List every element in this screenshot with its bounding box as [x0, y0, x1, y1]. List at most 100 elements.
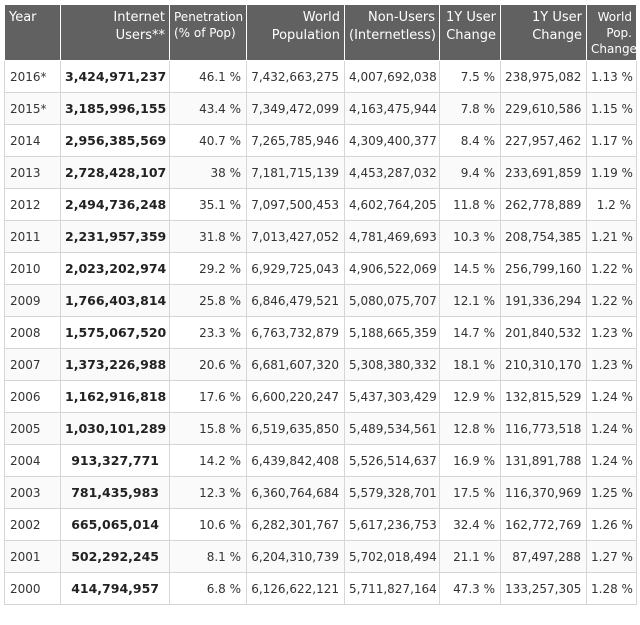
- cell-world-population: 6,519,635,850: [246, 412, 345, 445]
- cell-penetration: 40.7 %: [169, 124, 247, 157]
- cell-user-change: 201,840,532: [500, 316, 587, 349]
- cell-user-change: 191,336,294: [500, 284, 587, 317]
- cell-non-users: 4,781,469,693: [344, 220, 440, 253]
- cell-year: 2008: [4, 316, 61, 349]
- header-user-change-line2: Change: [532, 28, 582, 43]
- header-row: Year Internet Users** Penetration (% of Po…: [4, 4, 637, 61]
- cell-non-users: 5,526,514,637: [344, 444, 440, 477]
- cell-user-change: 116,370,969: [500, 476, 587, 509]
- cell-user-change-pct: 12.8 %: [439, 412, 501, 445]
- cell-year: 2002: [4, 508, 61, 541]
- internet-users-table: Year Internet Users** Penetration (% of Po…: [4, 4, 637, 605]
- cell-world-population: 7,349,472,099: [246, 92, 345, 125]
- cell-user-change-pct: 10.3 %: [439, 220, 501, 253]
- cell-internet-users: 2,231,957,359: [60, 220, 170, 253]
- cell-penetration: 8.1 %: [169, 540, 247, 573]
- header-users-line1: Internet: [113, 10, 165, 25]
- header-non-users[interactable]: Non-Users (Internetless): [344, 4, 440, 61]
- cell-penetration: 15.8 %: [169, 412, 247, 445]
- cell-non-users: 4,602,764,205: [344, 188, 440, 221]
- cell-non-users: 4,007,692,038: [344, 60, 440, 93]
- cell-user-change: 227,957,462: [500, 124, 587, 157]
- cell-user-change: 208,754,385: [500, 220, 587, 253]
- cell-user-change-pct: 17.5 %: [439, 476, 501, 509]
- cell-world-population: 6,282,301,767: [246, 508, 345, 541]
- table-row: 2004 913,327,771 14.2 % 6,439,842,408 5,526,…: [4, 444, 637, 477]
- cell-non-users: 5,188,665,359: [344, 316, 440, 349]
- cell-year: 2001: [4, 540, 61, 573]
- table-header: Year Internet Users** Penetration (% of Po…: [4, 4, 637, 61]
- cell-world-pop-change: 1.23 %: [586, 316, 637, 349]
- header-internet-users[interactable]: Internet Users**: [60, 4, 170, 61]
- table-row: 2011 2,231,957,359 31.8 % 7,013,427,052 4,78…: [4, 220, 637, 253]
- header-penetration[interactable]: Penetration (% of Pop): [169, 4, 247, 61]
- cell-non-users: 5,579,328,701: [344, 476, 440, 509]
- cell-world-pop-change: 1.23 %: [586, 348, 637, 381]
- header-world-pop-line2: Population: [271, 28, 340, 43]
- cell-internet-users: 1,030,101,289: [60, 412, 170, 445]
- cell-non-users: 5,308,380,332: [344, 348, 440, 381]
- cell-user-change-pct: 16.9 %: [439, 444, 501, 477]
- cell-user-change-pct: 11.8 %: [439, 188, 501, 221]
- cell-world-pop-change: 1.24 %: [586, 380, 637, 413]
- cell-user-change-pct: 8.4 %: [439, 124, 501, 157]
- cell-world-population: 7,432,663,275: [246, 60, 345, 93]
- cell-world-pop-change: 1.21 %: [586, 220, 637, 253]
- cell-user-change-pct: 7.5 %: [439, 60, 501, 93]
- cell-user-change-pct: 32.4 %: [439, 508, 501, 541]
- cell-user-change-pct: 47.3 %: [439, 572, 501, 605]
- cell-penetration: 43.4 %: [169, 92, 247, 125]
- header-user-change-pct-line1: 1Y User: [446, 10, 496, 25]
- cell-internet-users: 1,766,403,814: [60, 284, 170, 317]
- cell-internet-users: 2,956,385,569: [60, 124, 170, 157]
- header-user-change-pct[interactable]: 1Y User Change: [439, 4, 501, 61]
- cell-world-population: 6,439,842,408: [246, 444, 345, 477]
- cell-world-population: 7,265,785,946: [246, 124, 345, 157]
- cell-user-change: 262,778,889: [500, 188, 587, 221]
- cell-internet-users: 2,728,428,107: [60, 156, 170, 189]
- header-year[interactable]: Year: [4, 4, 61, 61]
- table-body: 2016* 3,424,971,237 46.1 % 7,432,663,275 4,0…: [4, 60, 637, 605]
- header-non-users-line2: (Internetless): [349, 28, 436, 43]
- cell-world-pop-change: 1.27 %: [586, 540, 637, 573]
- cell-world-population: 6,681,607,320: [246, 348, 345, 381]
- table-row: 2012 2,494,736,248 35.1 % 7,097,500,453 4,60…: [4, 188, 637, 221]
- cell-internet-users: 502,292,245: [60, 540, 170, 573]
- table-row: 2010 2,023,202,974 29.2 % 6,929,725,043 4,90…: [4, 252, 637, 285]
- cell-world-population: 6,204,310,739: [246, 540, 345, 573]
- cell-internet-users: 1,162,916,818: [60, 380, 170, 413]
- cell-year: 2009: [4, 284, 61, 317]
- cell-year: 2013: [4, 156, 61, 189]
- cell-non-users: 5,437,303,429: [344, 380, 440, 413]
- cell-year: 2000: [4, 572, 61, 605]
- cell-penetration: 35.1 %: [169, 188, 247, 221]
- cell-user-change: 256,799,160: [500, 252, 587, 285]
- cell-penetration: 23.3 %: [169, 316, 247, 349]
- cell-non-users: 4,163,475,944: [344, 92, 440, 125]
- cell-penetration: 20.6 %: [169, 348, 247, 381]
- table-row: 2007 1,373,226,988 20.6 % 6,681,607,320 5,30…: [4, 348, 637, 381]
- cell-year: 2016*: [4, 60, 61, 93]
- cell-world-pop-change: 1.24 %: [586, 412, 637, 445]
- header-world-population[interactable]: World Population: [246, 4, 345, 61]
- header-user-change[interactable]: 1Y User Change: [500, 4, 587, 61]
- cell-world-population: 6,763,732,879: [246, 316, 345, 349]
- cell-year: 2004: [4, 444, 61, 477]
- cell-year: 2006: [4, 380, 61, 413]
- cell-user-change-pct: 7.8 %: [439, 92, 501, 125]
- cell-penetration: 25.8 %: [169, 284, 247, 317]
- table-row: 2003 781,435,983 12.3 % 6,360,764,684 5,579,…: [4, 476, 637, 509]
- cell-world-population: 7,013,427,052: [246, 220, 345, 253]
- cell-non-users: 4,906,522,069: [344, 252, 440, 285]
- cell-user-change-pct: 9.4 %: [439, 156, 501, 189]
- table-row: 2016* 3,424,971,237 46.1 % 7,432,663,275 4,0…: [4, 60, 637, 93]
- cell-internet-users: 3,185,996,155: [60, 92, 170, 125]
- cell-world-pop-change: 1.17 %: [586, 124, 637, 157]
- cell-non-users: 5,489,534,561: [344, 412, 440, 445]
- cell-world-pop-change: 1.13 %: [586, 60, 637, 93]
- cell-penetration: 10.6 %: [169, 508, 247, 541]
- cell-world-pop-change: 1.25 %: [586, 476, 637, 509]
- header-world-pop-change[interactable]: World Pop. Change: [586, 4, 637, 61]
- table-row: 2013 2,728,428,107 38 % 7,181,715,139 4,453,…: [4, 156, 637, 189]
- cell-world-pop-change: 1.2 %: [586, 188, 637, 221]
